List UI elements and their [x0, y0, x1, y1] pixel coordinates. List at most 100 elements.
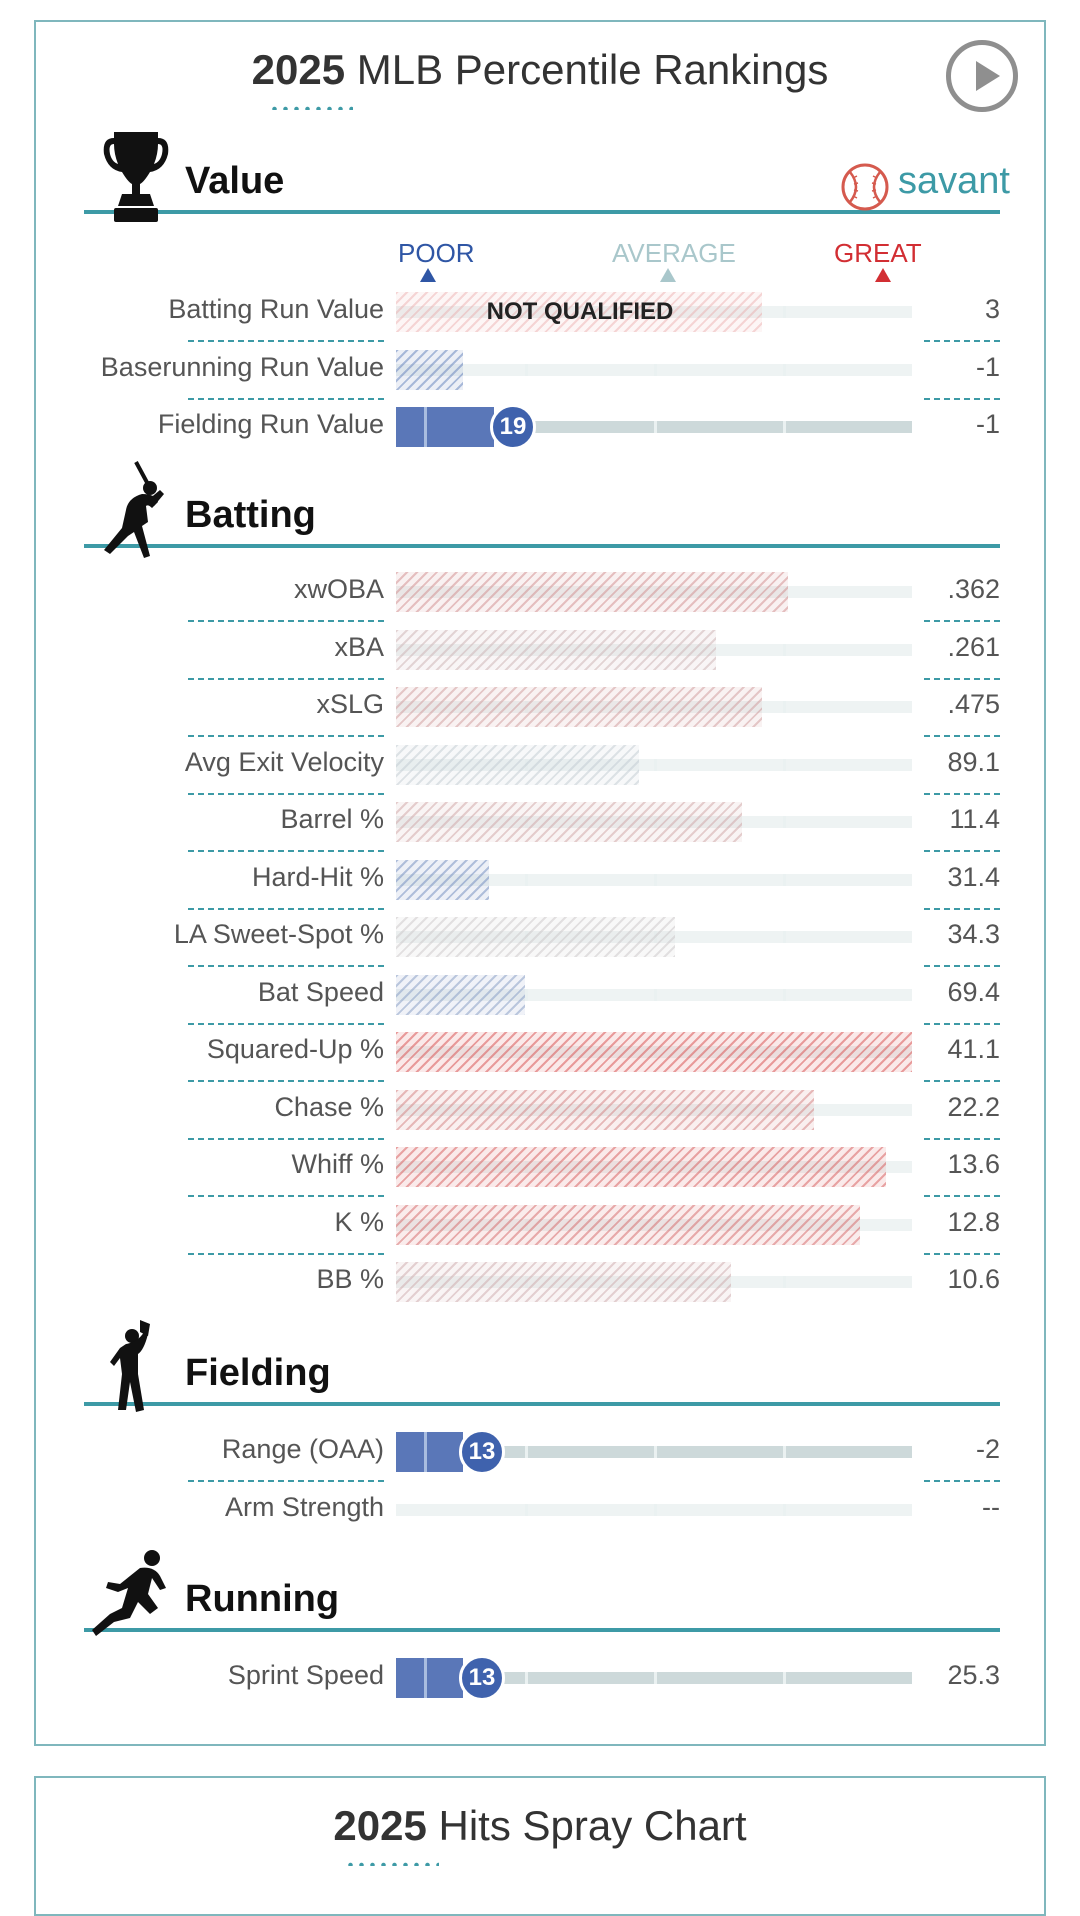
row-divider-left: [188, 1195, 384, 1197]
metric-value: 12.8: [947, 1206, 1000, 1237]
percentile-bar[interactable]: [396, 1204, 860, 1245]
percentile-track-tick: [654, 421, 657, 433]
row-divider-right: [924, 1022, 1000, 1025]
spray-title-text: Hits Spray Chart: [438, 1802, 747, 1849]
percentile-track-tick: [783, 873, 786, 886]
row-divider-left: [188, 907, 384, 910]
percentile-rank-circle[interactable]: 13: [459, 1429, 505, 1475]
metric-label: BB %: [316, 1264, 384, 1294]
percentile-track-tick: [654, 758, 657, 771]
fielder-icon: [110, 1320, 150, 1412]
trophy-icon: [103, 132, 169, 222]
metric-label: Batting Run Value: [168, 294, 384, 324]
section-divider-batting: [84, 544, 1000, 548]
percentile-bar[interactable]: [396, 407, 494, 447]
percentile-track-tick: [783, 363, 786, 376]
percentile-track-tick: [525, 1672, 528, 1684]
row-divider-left: [188, 850, 384, 852]
metric-label: xwOBA: [293, 574, 384, 604]
percentile-bar[interactable]: [396, 859, 489, 900]
batter-icon: [104, 461, 164, 558]
metric-label: xBA: [334, 631, 384, 662]
section-divider-value: [84, 210, 1000, 214]
row-divider-right: [924, 792, 1000, 795]
metric-value: 34.3: [947, 919, 1000, 949]
percentile-track-tick: [525, 873, 528, 886]
percentile-bar[interactable]: [396, 1089, 814, 1130]
metric-value: 41.1: [947, 1034, 1000, 1064]
section-title-fielding: Fielding: [185, 1352, 331, 1394]
metric-label: Sprint Speed: [227, 1660, 384, 1690]
row-divider-left: [188, 1252, 384, 1255]
metric-label: Chase %: [274, 1091, 384, 1122]
row-divider-left: [188, 1022, 384, 1025]
title-underline-dots: [269, 106, 353, 110]
percentile-track-tick: [654, 873, 657, 886]
metric-value: 13.6: [947, 1149, 1000, 1179]
percentile-rank-circle[interactable]: 19: [490, 404, 536, 450]
percentile-bar-divider: [424, 1658, 427, 1698]
section-divider-running: [84, 1628, 1000, 1632]
row-divider-right: [924, 850, 1000, 852]
percentile-card-title: 2025 MLB Percentile Rankings: [36, 46, 1044, 94]
play-animation-button[interactable]: [946, 40, 1018, 112]
percentile-bar[interactable]: [396, 744, 639, 785]
percentile-bar[interactable]: [396, 1147, 886, 1187]
percentile-bar[interactable]: [396, 1262, 731, 1302]
metric-label: Avg Exit Velocity: [184, 746, 384, 777]
metric-label: Range (OAA): [221, 1434, 384, 1464]
metric-label: Bat Speed: [257, 976, 384, 1007]
metric-value: 10.6: [947, 1264, 1000, 1294]
percentile-track-tick: [525, 306, 528, 318]
spray-chart-card: 2025 Hits Spray Chart: [34, 1776, 1046, 1916]
row-divider-left: [188, 1137, 384, 1140]
row-divider-left: [188, 1080, 384, 1082]
metric-value: --: [982, 1491, 1000, 1522]
metric-value: .261: [947, 631, 1000, 662]
section-divider-fielding: [84, 1402, 1000, 1406]
metric-value: 25.3: [947, 1660, 1000, 1690]
section-title-running: Running: [185, 1578, 340, 1620]
row-divider-right: [924, 965, 1000, 967]
section-title-batting: Batting: [185, 494, 316, 536]
percentile-bar[interactable]: [396, 687, 762, 727]
percentile-track-tick: [654, 988, 657, 1001]
baseball-icon: [841, 163, 889, 211]
axis-poor-marker-icon: [420, 268, 436, 282]
row-divider-right: [924, 1195, 1000, 1197]
row-divider-right: [924, 340, 1000, 342]
percentile-rank-circle[interactable]: 13: [459, 1655, 505, 1701]
not-qualified-badge: NOT QUALIFIED: [486, 298, 674, 325]
spray-title-year: 2025: [333, 1802, 427, 1849]
row-divider-right: [924, 1480, 1000, 1482]
metric-value: -2: [975, 1434, 1000, 1464]
percentile-bar[interactable]: [396, 349, 463, 390]
metric-value: 3: [984, 294, 1000, 324]
row-divider-left: [188, 965, 384, 967]
percentile-track-tick: [783, 643, 786, 656]
savant-logo[interactable]: savant: [840, 160, 1010, 211]
row-divider-left: [188, 792, 384, 795]
percentile-track-tick: [783, 988, 786, 1001]
row-divider-left: [188, 677, 384, 680]
percentile-bar[interactable]: [396, 1032, 912, 1072]
axis-average-label: AVERAGE: [612, 238, 736, 268]
row-divider-right: [924, 620, 1000, 622]
percentile-bar[interactable]: [396, 802, 742, 842]
percentile-bar[interactable]: [396, 572, 788, 612]
spray-title-underline-dots: [345, 1862, 439, 1866]
percentile-bar[interactable]: [396, 1432, 463, 1472]
percentile-bar[interactable]: [396, 629, 716, 670]
percentile-track-tick: [783, 931, 786, 943]
percentile-track-tick: [783, 421, 786, 433]
percentile-bar[interactable]: [396, 917, 675, 957]
runner-icon: [92, 1550, 166, 1636]
percentile-bar[interactable]: [396, 292, 762, 332]
percentile-bar-divider: [424, 407, 427, 447]
percentile-track-tick: [525, 988, 528, 1001]
percentile-bar[interactable]: [396, 974, 525, 1015]
row-divider-right: [924, 735, 1000, 737]
percentile-bar[interactable]: [396, 1658, 463, 1698]
metric-value: 69.4: [947, 976, 1000, 1007]
row-divider-right: [924, 1252, 1000, 1255]
